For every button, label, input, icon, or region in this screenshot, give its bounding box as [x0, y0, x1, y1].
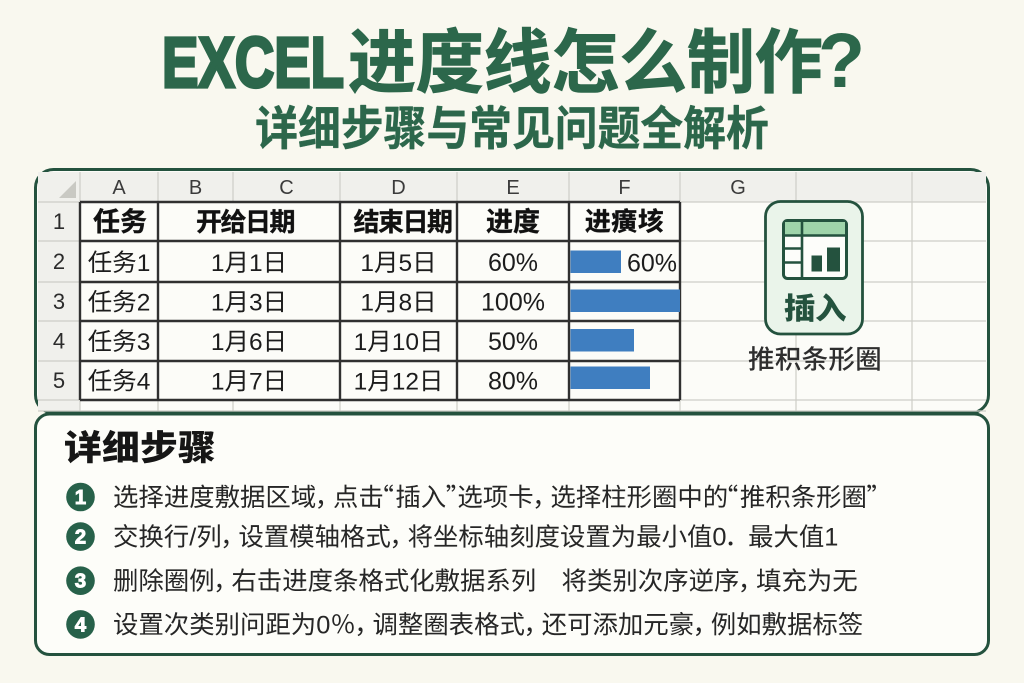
svg-text:A: A	[112, 177, 126, 199]
svg-text:7: 7	[249, 369, 263, 396]
svg-text:D: D	[391, 177, 405, 199]
svg-text:E: E	[506, 177, 519, 199]
svg-text:1: 1	[249, 250, 263, 277]
svg-text:0: 0	[712, 524, 726, 552]
svg-text:/: /	[189, 524, 197, 552]
svg-text:2: 2	[75, 526, 86, 549]
svg-text:3: 3	[75, 570, 86, 593]
svg-text:60%: 60%	[627, 250, 677, 278]
svg-text:50%: 50%	[488, 328, 538, 356]
svg-text:1: 1	[211, 290, 225, 317]
svg-text:2: 2	[137, 290, 151, 317]
svg-text:1: 1	[211, 250, 225, 277]
svg-text:80%: 80%	[488, 368, 538, 396]
svg-text:2: 2	[53, 249, 65, 274]
svg-text:3: 3	[249, 290, 263, 317]
svg-text:F: F	[618, 177, 630, 199]
svg-text:5: 5	[399, 250, 413, 277]
svg-text:1: 1	[53, 209, 65, 234]
svg-text:4: 4	[137, 369, 151, 396]
svg-text:5: 5	[53, 368, 65, 393]
svg-text:4: 4	[75, 613, 87, 636]
svg-text:4: 4	[53, 329, 65, 354]
svg-text:?: ?	[818, 18, 865, 104]
svg-text:C: C	[279, 177, 293, 199]
svg-text:1: 1	[211, 329, 225, 356]
svg-text:1: 1	[211, 369, 225, 396]
svg-text:1: 1	[360, 250, 374, 277]
svg-text:10: 10	[392, 329, 419, 356]
svg-text:12: 12	[392, 369, 419, 396]
svg-text:6: 6	[249, 329, 263, 356]
svg-text:1: 1	[75, 486, 86, 509]
svg-text:G: G	[730, 177, 746, 199]
svg-text:1: 1	[824, 524, 838, 552]
svg-text:1: 1	[354, 329, 368, 356]
svg-text:8: 8	[399, 290, 413, 317]
svg-text:0: 0	[316, 611, 330, 639]
svg-text:EXCEL: EXCEL	[162, 24, 344, 103]
svg-text:1: 1	[354, 369, 368, 396]
svg-text:1: 1	[137, 250, 151, 277]
svg-text:60%: 60%	[488, 249, 538, 277]
svg-text:100%: 100%	[481, 289, 545, 317]
svg-text:3: 3	[53, 289, 65, 314]
svg-text:1: 1	[360, 290, 374, 317]
svg-text:3: 3	[137, 329, 151, 356]
svg-text:B: B	[189, 177, 202, 199]
